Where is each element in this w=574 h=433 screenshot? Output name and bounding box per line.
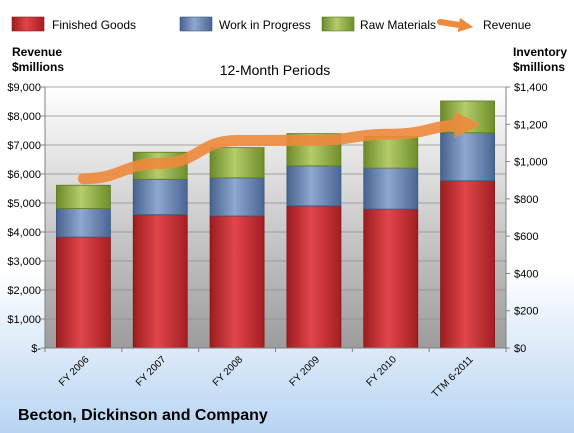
bar-work-in-progress [56,208,111,238]
legend-label-revenue: Revenue [483,18,531,32]
y-right-tick-label: $600 [514,231,538,243]
legend-label-finished-goods: Finished Goods [52,18,136,32]
legend-swatch-work-in-progress [179,16,213,32]
bar-finished-goods [56,236,111,349]
y-left-tick-label: $8,000 [7,111,41,123]
y-left-tick-label: $7,000 [7,140,41,152]
company-name: Becton, Dickinson and Company [18,407,268,424]
legend-swatch-finished-goods [11,16,45,32]
legend-item-revenue: Revenue [437,17,531,33]
y-right-tick-label: $400 [514,268,538,280]
y-right-tick-label: $1,400 [514,82,548,94]
y-right-tick-label: $1,000 [514,157,548,169]
legend-item-finished-goods: Finished Goods [11,16,136,32]
y-left-tick-label: $- [31,343,41,355]
chart-subtitle: 12-Month Periods [220,62,331,78]
bar-work-in-progress [209,177,265,217]
legend-item-raw-materials: Raw Materials [321,16,436,32]
revenue-line-path [77,111,481,185]
x-ticks: FY 2006 FY 2007 FY 2008 FY 2009 FY 2010 TTM 6… [44,348,507,400]
y-right-ticks: $0 $200 $400 $600 $800 $1,000 $1,200 $1,400 [506,82,548,355]
legend-label-work-in-progress: Work in Progress [219,18,311,32]
y-left-tick-label: $9,000 [7,82,41,94]
y-left-tick-label: $1,000 [7,314,41,326]
y-left-title-line1: Revenue [12,45,62,59]
y-right-title-line1: Inventory [513,45,567,59]
bar-finished-goods [440,180,495,349]
legend: Finished Goods Work in Progress Raw Mate… [11,16,531,33]
bar-finished-goods [286,205,342,349]
y-left-tick-label: $2,000 [7,285,41,297]
y-left-ticks: $- $1,000 $2,000 $3,000 $4,000 $5,000 $6,000 $7… [7,82,45,355]
x-tick-label: TTM 6-2011 [430,354,476,400]
y-right-tick-label: $200 [514,306,538,318]
x-tick-label: FY 2006 [57,354,92,389]
bar-work-in-progress [286,165,342,207]
y-left-tick-label: $5,000 [7,198,41,210]
bar-raw-materials [363,136,419,169]
x-tick-label: FY 2009 [288,354,323,389]
y-left-title-line2: $millions [12,60,64,74]
legend-item-work-in-progress: Work in Progress [179,16,311,32]
y-right-tick-label: $0 [514,343,526,355]
bar-work-in-progress [132,178,188,216]
y-right-title-line2: $millions [513,60,565,74]
y-right-tick-label: $1,200 [514,119,548,131]
bar-raw-materials [209,147,265,179]
x-tick-label: FY 2010 [364,354,399,389]
gridlines [45,86,506,320]
y-right-tick-label: $800 [514,194,538,206]
x-tick-label: FY 2008 [211,354,246,389]
y-left-tick-label: $3,000 [7,256,41,268]
x-tick-label: FY 2007 [134,354,169,389]
revenue-line [77,111,481,185]
bar-stacks [56,100,495,349]
y-left-tick-label: $6,000 [7,169,41,181]
bar-raw-materials [56,184,111,209]
bar-finished-goods [363,208,419,349]
legend-swatch-raw-materials [321,16,355,32]
bar-work-in-progress [440,132,495,182]
y-left-tick-label: $4,000 [7,227,41,239]
bar-finished-goods [209,215,265,349]
bar-finished-goods [132,214,188,349]
legend-swatch-revenue [437,17,474,33]
plot-area: $- $1,000 $2,000 $3,000 $4,000 $5,000 $6,000 $7… [7,62,547,400]
legend-label-raw-materials: Raw Materials [360,18,436,32]
bar-work-in-progress [363,167,419,210]
